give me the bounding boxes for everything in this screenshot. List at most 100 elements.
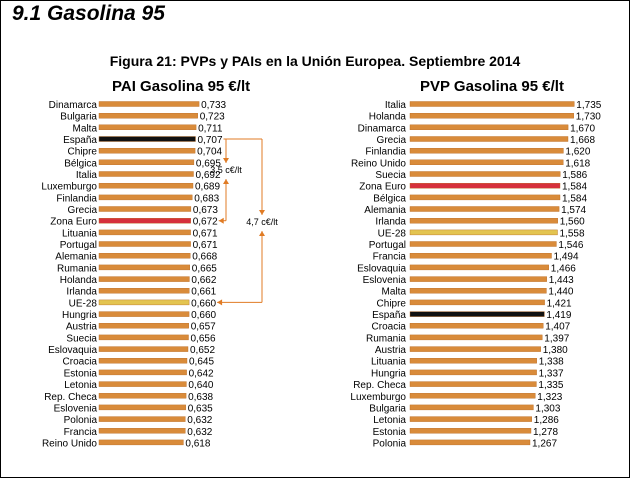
- pvp-value-label: 1,620: [565, 147, 590, 158]
- pai-category-label: Finlandia: [56, 193, 97, 204]
- pai-category-label: Estonia: [64, 368, 98, 379]
- pai-category-label: Eslovaquia: [48, 345, 97, 356]
- pvp-value-label: 1,730: [576, 112, 601, 123]
- pvp-bar: [409, 101, 575, 107]
- pai-value-label: 0,656: [191, 333, 216, 344]
- pai-value-label: 0,689: [195, 182, 220, 193]
- pai-category-label: UE-28: [69, 298, 98, 309]
- pai-bar: [98, 159, 195, 166]
- pvp-value-label: 1,466: [551, 263, 576, 274]
- pvp-category-label: Irlanda: [375, 217, 406, 228]
- pvp-value-label: 1,668: [570, 135, 595, 146]
- pai-bar: [98, 171, 194, 177]
- pai-category-label: Rep. Checa: [44, 392, 97, 403]
- pai-value-label: 0,662: [191, 275, 216, 286]
- pai-value-label: 0,657: [191, 322, 216, 333]
- pvp-bar: [409, 299, 545, 306]
- pvp-bar: [409, 171, 561, 177]
- pai-value-label: 0,661: [191, 287, 216, 298]
- pai-category-label: Grecia: [68, 205, 98, 216]
- pai-category-label: Lituania: [62, 228, 97, 239]
- pvp-bar: [409, 136, 569, 142]
- pvp-category-label: Austria: [375, 345, 407, 356]
- pvp-category-label: Suecia: [375, 170, 406, 181]
- pai-value-label: 0,692: [196, 170, 221, 181]
- pai-category-label: Italia: [76, 170, 98, 181]
- pai-bar: [98, 241, 191, 247]
- pvp-category-label: Rep. Checa: [353, 380, 406, 391]
- pai-bar: [98, 112, 198, 119]
- pvp-bar: [409, 404, 534, 411]
- pvp-bar: [409, 264, 550, 271]
- pai-bar: [98, 217, 191, 224]
- pvp-bar: [409, 323, 544, 329]
- pai-bar: [98, 416, 186, 422]
- pvp-category-label: Polonia: [373, 438, 407, 449]
- pvp-value-label: 1,380: [543, 345, 568, 356]
- pai-value-label: 0,652: [190, 345, 215, 356]
- pai-category-label: España: [63, 135, 97, 146]
- annotation-arrow-left: [218, 217, 224, 224]
- pvp-category-label: Hungria: [371, 368, 406, 379]
- pai-value-label: 0,640: [188, 380, 213, 391]
- pvp-value-label: 1,286: [534, 415, 559, 426]
- pvp-bar: [409, 358, 537, 364]
- pai-bar: [98, 264, 191, 271]
- pai-category-label: Luxemburgo: [41, 182, 97, 193]
- pvp-category-label: Estonia: [373, 427, 407, 438]
- pvp-bar: [409, 439, 531, 446]
- annotation-label: 4,7 c€/lt: [246, 217, 278, 227]
- pvp-value-label: 1,338: [539, 357, 564, 368]
- pvp-bar: [409, 159, 564, 166]
- pai-bar: [98, 334, 189, 341]
- pai-category-label: Malta: [73, 123, 98, 134]
- pai-bar: [98, 323, 189, 329]
- pai-bar: [98, 124, 197, 131]
- annotation-arrow-left: [217, 299, 223, 306]
- pai-bar: [98, 252, 191, 259]
- figure-title: Figura 21: PVPs y PAIs en la Unión Europ…: [109, 53, 521, 69]
- pvp-category-label: Reino Unido: [351, 158, 406, 169]
- pvp-value-label: 1,335: [538, 380, 563, 391]
- annotation-arrow-up: [223, 158, 229, 163]
- pai-bar: [98, 136, 196, 142]
- pai-category-label: Croacia: [63, 357, 98, 368]
- pai-value-label: 0,642: [189, 368, 214, 379]
- pai-bar: [98, 147, 196, 154]
- pvp-value-label: 1,443: [549, 275, 574, 286]
- pai-category-label: Irlanda: [66, 287, 97, 298]
- pai-value-label: 0,645: [189, 357, 214, 368]
- pai-value-label: 0,668: [192, 252, 217, 263]
- pai-category-label: Eslovenia: [54, 403, 98, 414]
- annotation-arrow-down: [259, 231, 265, 236]
- pvp-category-label: Finlandia: [365, 147, 406, 158]
- pvp-bar: [409, 381, 537, 387]
- pvp-category-label: Croacia: [372, 322, 407, 333]
- pai-bar: [98, 381, 187, 387]
- pai-category-label: Austria: [66, 322, 98, 333]
- pai-value-label: 0,618: [185, 438, 210, 449]
- pvp-bar: [409, 182, 561, 189]
- pvp-bar: [409, 241, 557, 247]
- pvp-category-label: Malta: [382, 287, 407, 298]
- pai-value-label: 0,707: [198, 135, 223, 146]
- pvp-value-label: 1,494: [554, 252, 579, 263]
- pai-bar: [98, 439, 184, 446]
- pai-value-label: 0,632: [187, 427, 212, 438]
- pvp-category-label: Zona Euro: [359, 182, 406, 193]
- pai-bar: [98, 299, 190, 306]
- pvp-value-label: 1,670: [570, 123, 595, 134]
- pai-category-label: Hungria: [62, 310, 97, 321]
- pvp-bar: [409, 334, 543, 341]
- pai-category-label: Bélgica: [64, 158, 97, 169]
- pvp-category-label: Italia: [385, 100, 407, 111]
- pai-bar: [98, 428, 186, 434]
- pvp-category-label: Eslovaquia: [357, 263, 406, 274]
- pvp-value-label: 1,303: [535, 403, 560, 414]
- pai-value-label: 0,660: [191, 298, 216, 309]
- pai-category-label: Zona Euro: [50, 217, 97, 228]
- pvp-chart-title: PVP Gasolina 95 €/lt: [420, 78, 564, 95]
- pvp-category-label: Lituania: [371, 357, 406, 368]
- pvp-value-label: 1,419: [546, 310, 571, 321]
- pai-bar: [98, 311, 190, 317]
